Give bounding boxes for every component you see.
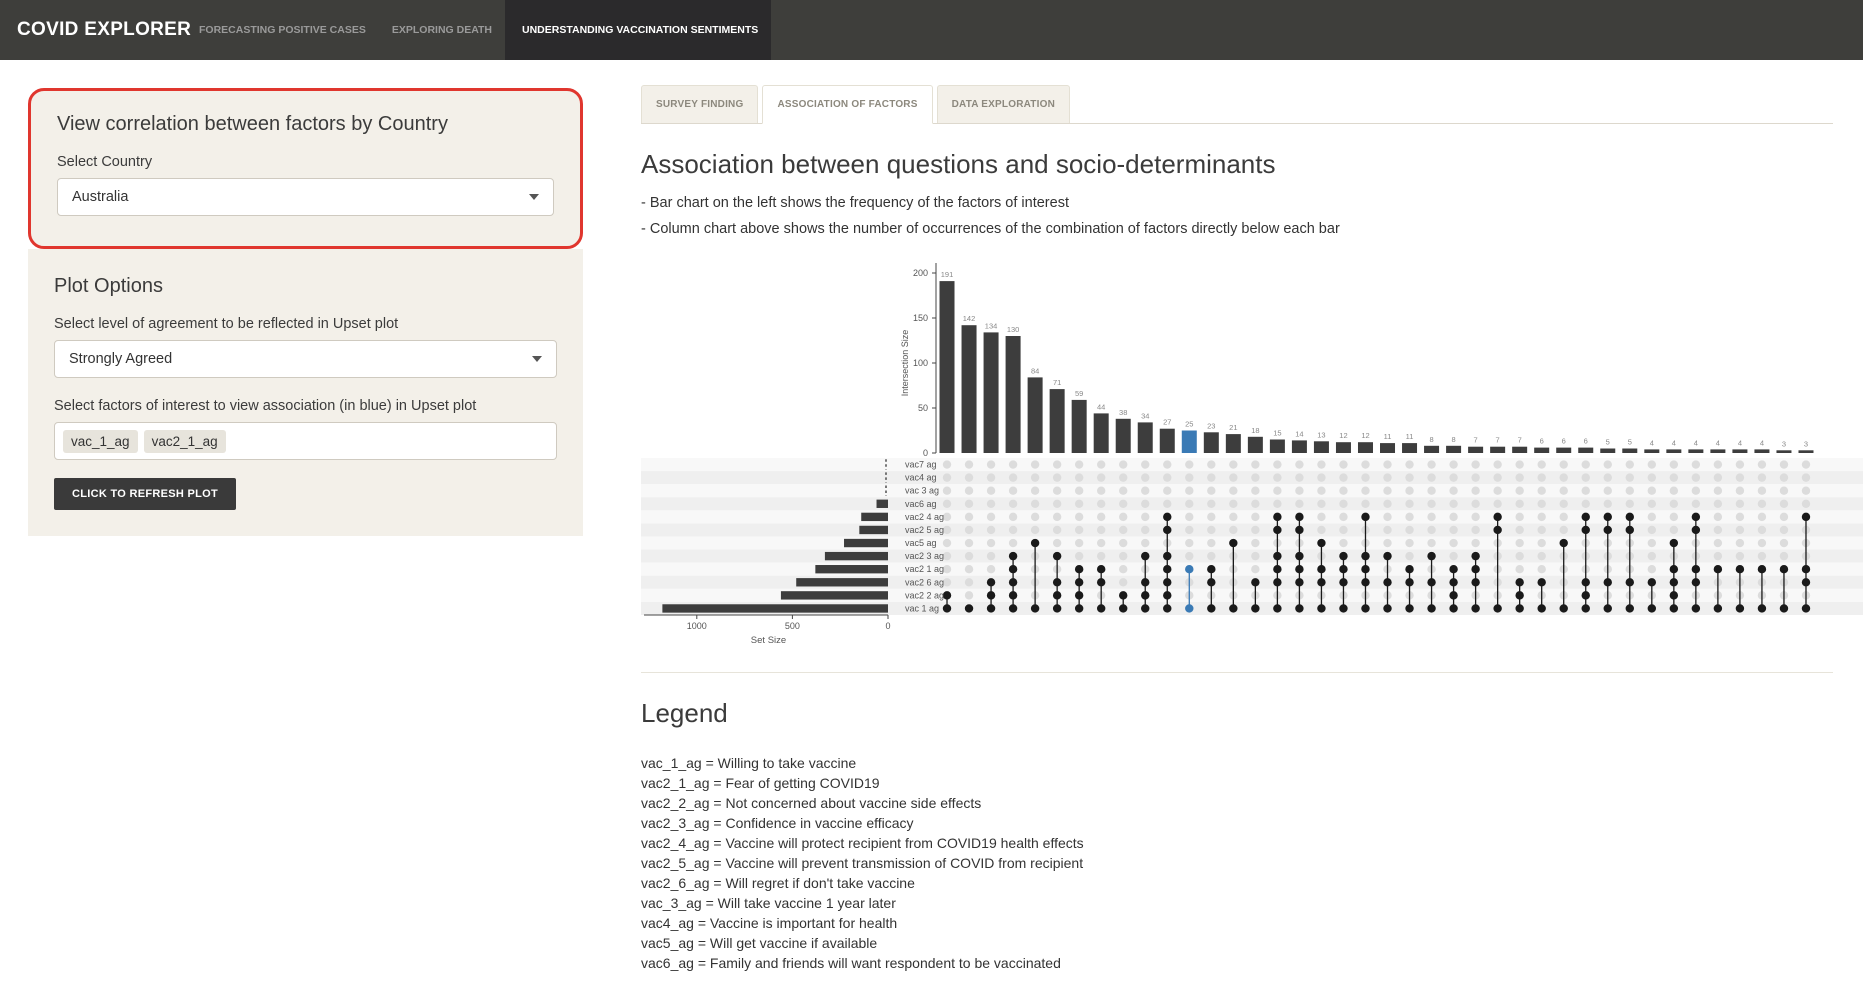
svg-text:6: 6 <box>1540 437 1544 446</box>
svg-text:50: 50 <box>918 403 928 413</box>
svg-text:18: 18 <box>1251 426 1259 435</box>
svg-text:71: 71 <box>1053 378 1061 387</box>
svg-text:vac6 ag: vac6 ag <box>905 499 937 509</box>
svg-text:vac2 5 ag: vac2 5 ag <box>905 525 944 535</box>
svg-text:84: 84 <box>1031 366 1039 375</box>
svg-text:7: 7 <box>1474 436 1478 445</box>
svg-text:3: 3 <box>1782 439 1786 448</box>
svg-text:4: 4 <box>1672 438 1676 447</box>
svg-text:3: 3 <box>1804 439 1808 448</box>
svg-text:130: 130 <box>1007 325 1020 334</box>
svg-text:27: 27 <box>1163 418 1171 427</box>
svg-text:191: 191 <box>941 270 954 279</box>
svg-text:vac4 ag: vac4 ag <box>905 473 937 483</box>
svg-text:vac5 ag: vac5 ag <box>905 538 937 548</box>
svg-text:4: 4 <box>1716 438 1720 447</box>
svg-text:8: 8 <box>1429 435 1433 444</box>
svg-text:38: 38 <box>1119 408 1127 417</box>
svg-text:4: 4 <box>1650 438 1654 447</box>
svg-text:100: 100 <box>913 358 928 368</box>
svg-text:Intersection Size: Intersection Size <box>900 330 910 397</box>
svg-text:34: 34 <box>1141 411 1149 420</box>
svg-text:vac2 1 ag: vac2 1 ag <box>905 564 944 574</box>
svg-text:8: 8 <box>1452 435 1456 444</box>
svg-text:14: 14 <box>1295 429 1303 438</box>
svg-text:0: 0 <box>923 448 928 458</box>
svg-text:150: 150 <box>913 313 928 323</box>
svg-text:5: 5 <box>1628 438 1632 447</box>
svg-text:44: 44 <box>1097 402 1105 411</box>
svg-text:11: 11 <box>1384 432 1392 441</box>
svg-text:134: 134 <box>985 321 998 330</box>
svg-text:1000: 1000 <box>687 621 707 631</box>
svg-text:4: 4 <box>1760 438 1764 447</box>
svg-text:13: 13 <box>1317 430 1325 439</box>
svg-text:11: 11 <box>1406 432 1414 441</box>
svg-text:vac2 4 ag: vac2 4 ag <box>905 512 944 522</box>
svg-text:4: 4 <box>1694 438 1698 447</box>
svg-text:vac7 ag: vac7 ag <box>905 460 937 470</box>
svg-text:vac2 2 ag: vac2 2 ag <box>905 590 944 600</box>
svg-text:25: 25 <box>1185 420 1193 429</box>
svg-text:Set Size: Set Size <box>751 635 786 646</box>
svg-text:21: 21 <box>1229 423 1237 432</box>
svg-text:4: 4 <box>1738 438 1742 447</box>
svg-text:12: 12 <box>1339 431 1347 440</box>
svg-text:12: 12 <box>1361 431 1369 440</box>
svg-text:200: 200 <box>913 268 928 278</box>
svg-text:500: 500 <box>785 621 800 631</box>
svg-text:142: 142 <box>963 314 976 323</box>
svg-text:5: 5 <box>1606 438 1610 447</box>
svg-text:vac 1 ag: vac 1 ag <box>905 603 939 613</box>
svg-text:59: 59 <box>1075 389 1083 398</box>
svg-text:vac 3 ag: vac 3 ag <box>905 486 939 496</box>
svg-text:15: 15 <box>1273 429 1281 438</box>
svg-text:6: 6 <box>1562 437 1566 446</box>
svg-text:vac2 3 ag: vac2 3 ag <box>905 551 944 561</box>
svg-text:6: 6 <box>1584 437 1588 446</box>
svg-text:vac2 6 ag: vac2 6 ag <box>905 577 944 587</box>
svg-text:7: 7 <box>1518 436 1522 445</box>
svg-text:0: 0 <box>885 621 890 631</box>
svg-text:23: 23 <box>1207 421 1215 430</box>
svg-text:7: 7 <box>1496 436 1500 445</box>
